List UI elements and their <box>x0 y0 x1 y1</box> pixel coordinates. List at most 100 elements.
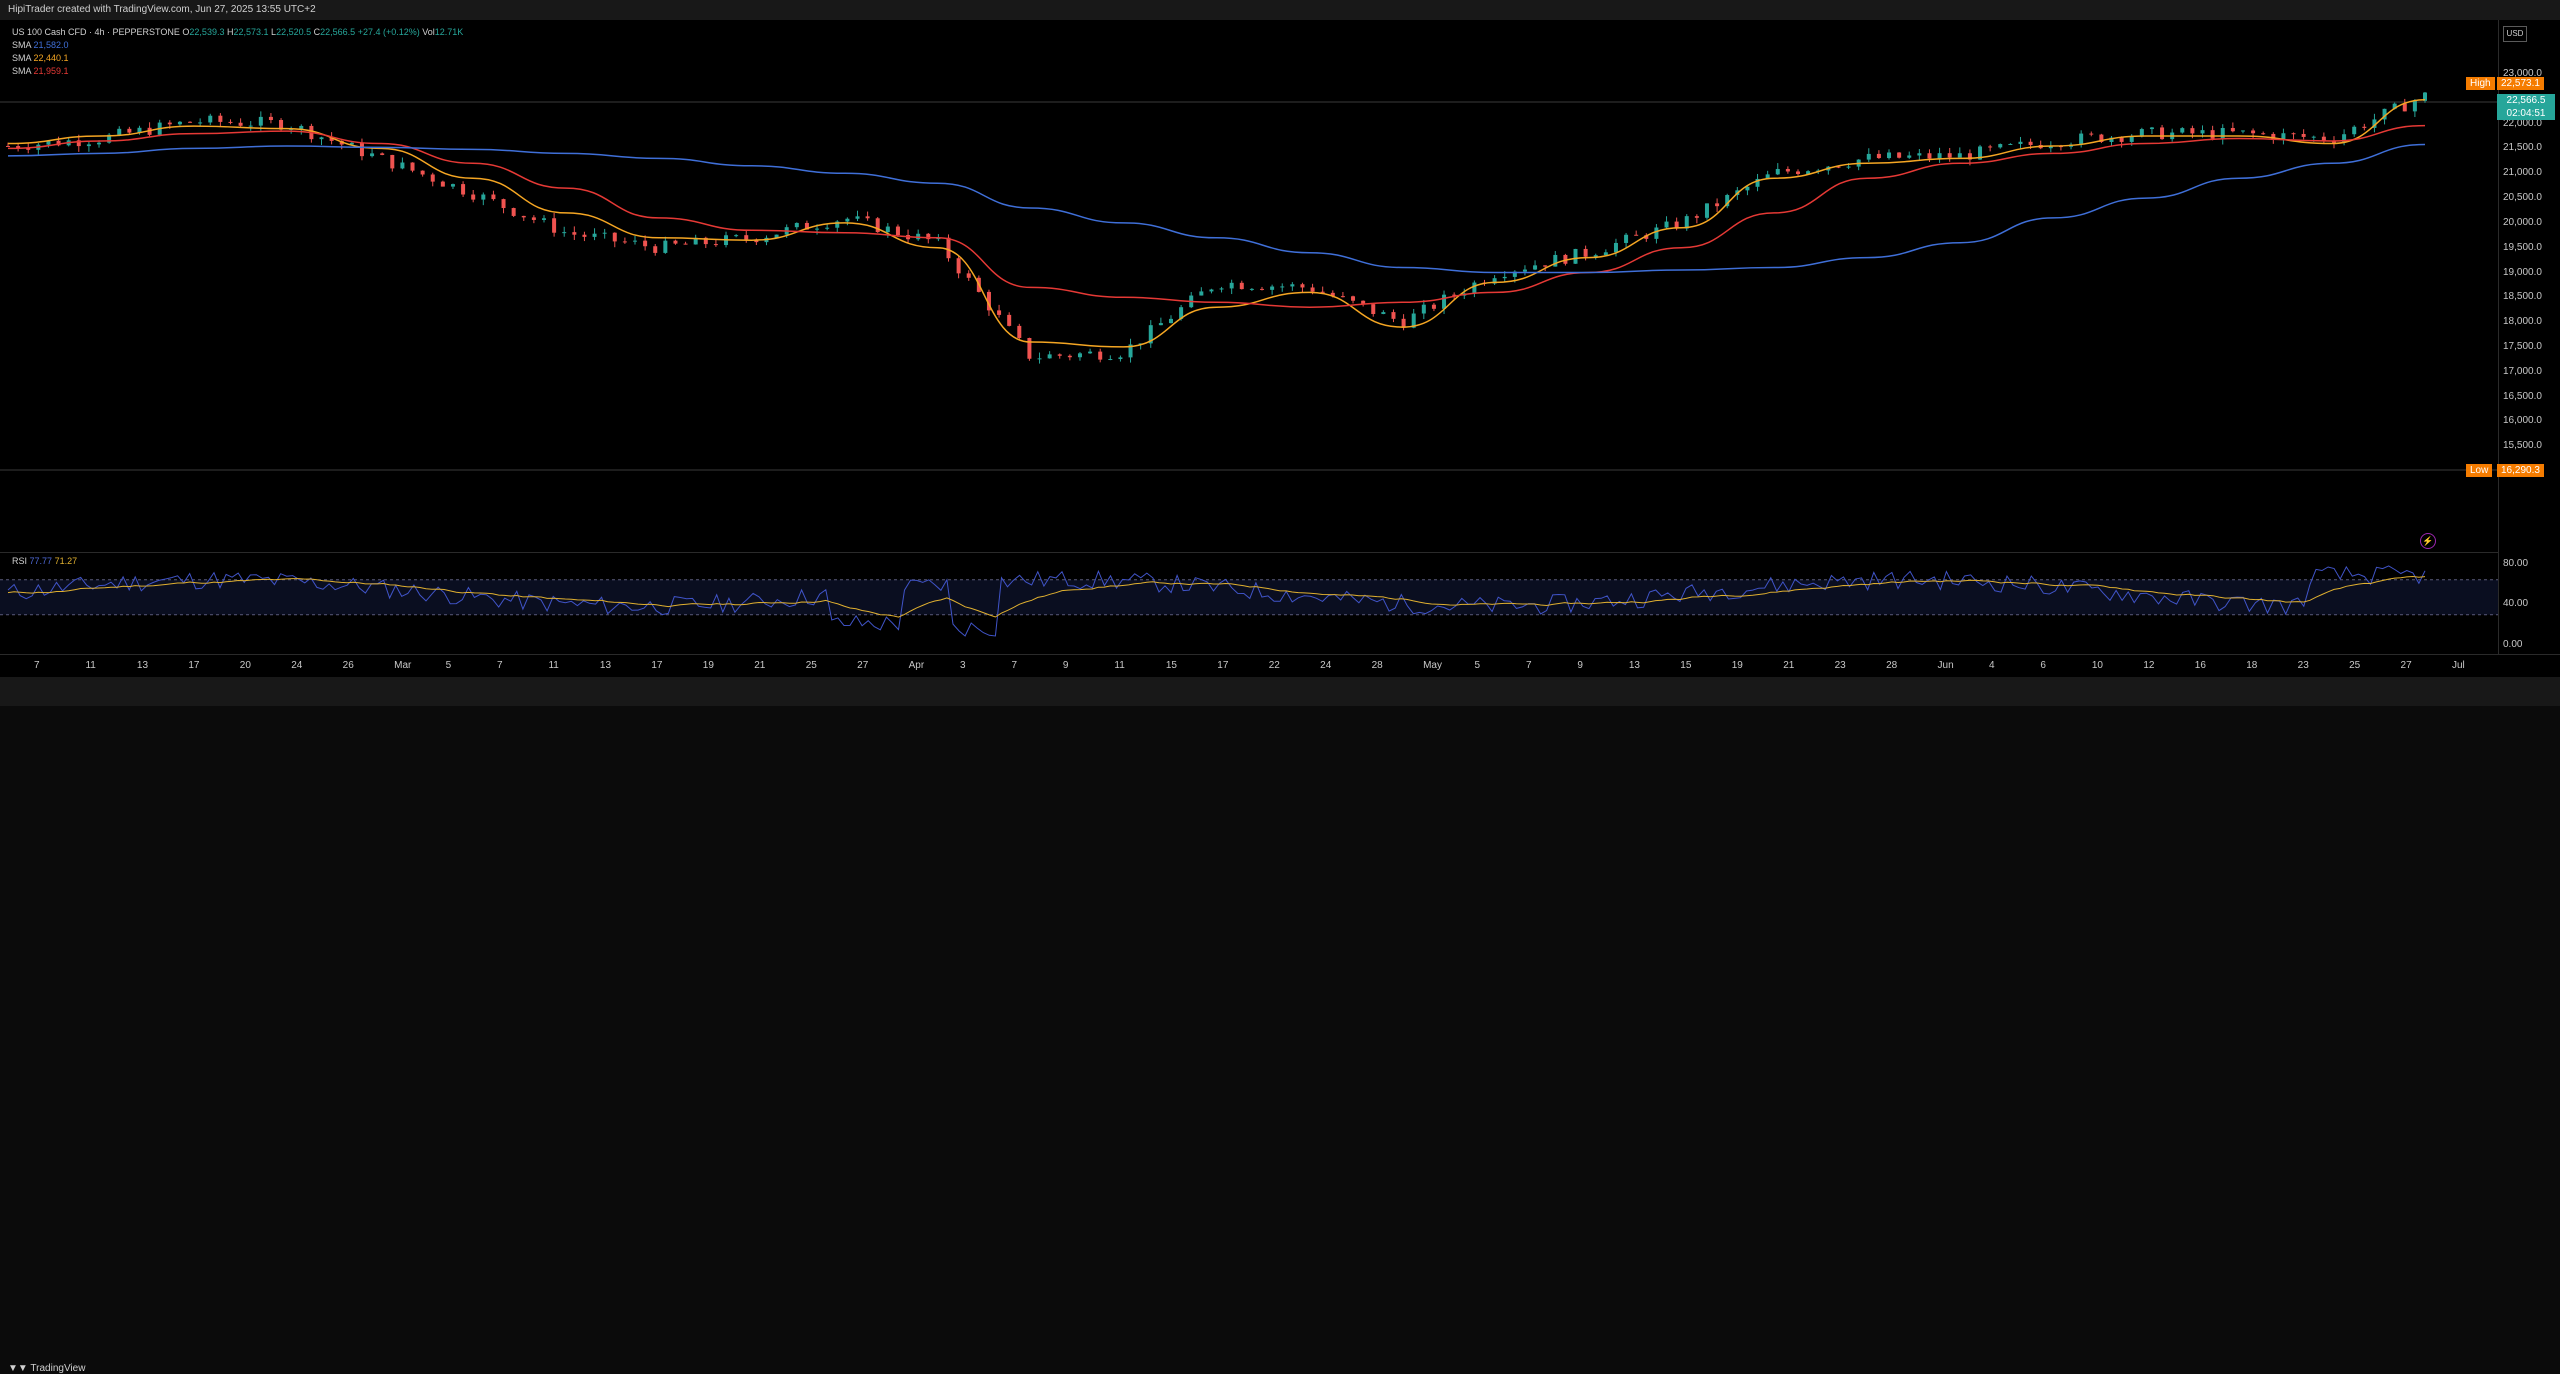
candle-body <box>2089 133 2094 135</box>
candle-body <box>1563 254 1568 264</box>
sma-legend-3[interactable]: SMA 21,959.1 <box>12 65 463 78</box>
time-axis[interactable] <box>0 654 2560 678</box>
candle-body <box>1573 248 1578 264</box>
candle-body <box>1624 234 1629 243</box>
time-axis-label: 28 <box>1886 660 1898 671</box>
candle-body <box>1634 234 1639 236</box>
candle-body <box>1442 294 1447 309</box>
candle-body <box>673 240 678 244</box>
price-scale[interactable] <box>2498 20 2560 654</box>
current-price-value: 22,566.5 <box>2506 95 2546 106</box>
candle-body <box>1057 354 1062 356</box>
time-axis-label: 4 <box>1988 660 1995 671</box>
candle-body <box>1401 318 1406 328</box>
candle-body <box>1957 153 1962 158</box>
price-chart-svg <box>0 91 2498 637</box>
candle-body <box>1553 254 1558 267</box>
candle-body <box>1199 291 1204 296</box>
candle-body <box>1927 153 1932 159</box>
price-tick: 21,000.0 <box>2503 167 2542 179</box>
price-tick: 21,500.0 <box>2503 142 2542 154</box>
candle-body <box>1967 153 1972 160</box>
time-axis-label: 9 <box>1577 660 1583 671</box>
currency-badge[interactable]: USD <box>2503 26 2527 42</box>
high-marker-value: 22,573.1 <box>2497 77 2544 90</box>
candle-body <box>1806 171 1811 174</box>
pane-divider[interactable] <box>0 552 2498 553</box>
candle-body <box>1988 146 1993 148</box>
candle-body <box>1138 343 1143 345</box>
candle-body <box>1077 353 1082 358</box>
time-axis-label: 25 <box>2349 660 2361 671</box>
time-axis-label: 19 <box>1731 660 1743 671</box>
candle-body <box>2160 127 2165 140</box>
candle-body <box>380 153 385 155</box>
time-axis-label: 11 <box>1114 660 1125 671</box>
price-tick: 17,000.0 <box>2503 365 2542 377</box>
sma2-value: 22,440.1 <box>33 53 69 63</box>
time-axis-label: 21 <box>1783 660 1795 671</box>
main-chart-pane[interactable] <box>0 20 2498 654</box>
candle-body <box>2079 133 2084 145</box>
candle-body <box>1047 354 1052 359</box>
symbol-label[interactable]: US 100 Cash CFD · 4h · PEPPERSTONE <box>12 27 180 37</box>
time-axis-label: 20 <box>239 660 251 671</box>
candle-body <box>1472 282 1477 294</box>
rsi-ma-line <box>7 575 2426 618</box>
sma-mid-line <box>7 124 2426 308</box>
candle-body <box>1300 284 1305 288</box>
candle-body <box>2301 133 2306 137</box>
lightning-alert-icon[interactable]: ⚡ <box>2420 533 2436 549</box>
candle-body <box>774 234 779 238</box>
time-axis-label: 3 <box>960 660 966 671</box>
time-axis-label: Mar <box>394 660 412 671</box>
vol-key: Vol <box>422 27 435 37</box>
candle-body <box>1260 288 1265 290</box>
candle-body <box>1917 153 1922 156</box>
sma-label: SMA <box>12 66 32 76</box>
candle-body <box>481 194 486 200</box>
candle-body <box>2149 127 2154 130</box>
high-value: 22,573.1 <box>233 27 269 37</box>
candle-body <box>117 128 122 135</box>
candle-body <box>1978 146 1983 160</box>
high-key: H <box>226 27 234 37</box>
candle-body <box>2372 119 2377 128</box>
candle-body <box>885 226 890 233</box>
candle-body <box>1219 288 1224 290</box>
low-marker-label: Low <box>2466 464 2493 477</box>
candle-body <box>956 258 961 274</box>
time-axis-label: Jul <box>2452 660 2465 671</box>
candle-body <box>1715 203 1720 207</box>
candle-body <box>2180 128 2185 133</box>
tradingview-logo[interactable]: ▼▼ TradingView <box>8 1363 85 1374</box>
candle-body <box>1543 265 1548 267</box>
sma-legend-1[interactable]: SMA 21,582.0 <box>12 39 463 52</box>
candle-body <box>552 218 557 233</box>
candle-body <box>1128 344 1133 358</box>
sma-legend-2[interactable]: SMA 22,440.1 <box>12 52 463 65</box>
candle-body <box>1148 325 1153 344</box>
candle-body <box>1897 152 1902 158</box>
candle-body <box>410 162 415 171</box>
candle-body <box>1007 314 1012 326</box>
candle-body <box>248 125 253 127</box>
candle-body <box>461 184 466 195</box>
candle-body <box>188 121 193 123</box>
candle-body <box>2331 140 2336 143</box>
rsi-legend[interactable]: RSI 77.77 71.27 <box>12 556 77 566</box>
price-tick: 23,000.0 <box>2503 68 2542 79</box>
top-bar: HipiTrader created with TradingView.com,… <box>0 0 2560 20</box>
candle-body <box>1533 265 1538 270</box>
candle-body <box>2048 146 2053 149</box>
candle-body <box>208 115 213 123</box>
price-tick: 15,500.0 <box>2503 440 2542 452</box>
time-axis-label: 28 <box>1371 660 1383 671</box>
low-value: 22,520.5 <box>276 27 312 37</box>
time-axis-label: 16 <box>2194 660 2206 671</box>
time-axis-label: 24 <box>1320 660 1332 671</box>
candle-body <box>2261 133 2266 135</box>
candle-body <box>1876 153 1881 159</box>
candle-body <box>1795 171 1800 174</box>
sma-slow-line <box>7 143 2426 274</box>
